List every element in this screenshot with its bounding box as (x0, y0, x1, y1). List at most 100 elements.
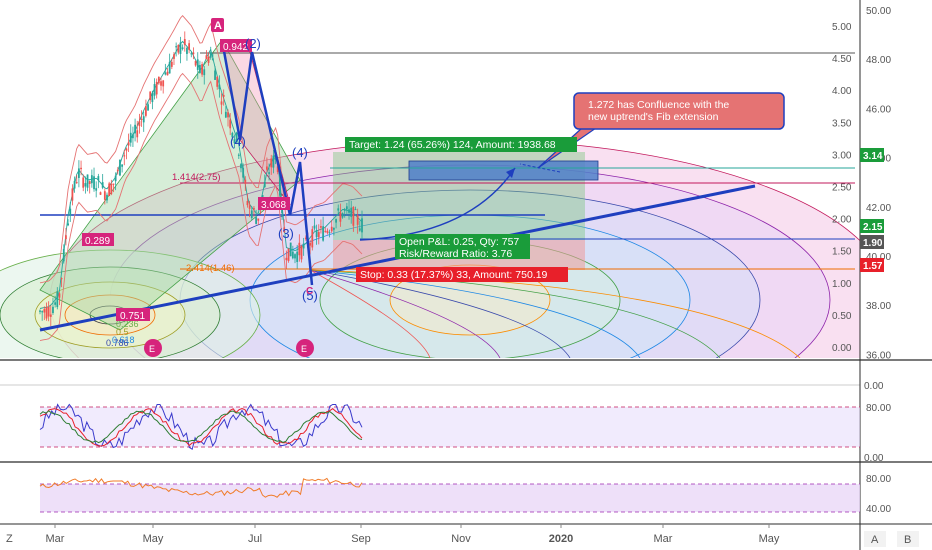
candle-body (356, 215, 359, 225)
stoch-axis-80: 80.00 (866, 403, 891, 414)
candle-body (41, 311, 44, 313)
candle-body (106, 194, 108, 201)
value-tag-0289: 0.289 (85, 236, 110, 247)
fib-label-2414: 2.414(1.46) (186, 263, 235, 274)
left-axis-tick: 4.50 (832, 54, 852, 65)
candle-body (246, 201, 249, 206)
wave-label-2: (2) (245, 36, 261, 51)
badge-314-bg (860, 148, 884, 162)
stoch-green-line (39, 410, 363, 444)
time-label: May (759, 533, 780, 545)
value-tag-0289-bg (82, 233, 114, 246)
candle-body (151, 92, 154, 103)
price-pane[interactable]: 1.272 has Confluence with the new uptren… (0, 15, 890, 460)
value-tag-0942-bg (220, 39, 252, 52)
candle-body (147, 104, 149, 111)
stoch-d-line (39, 407, 363, 447)
candle-body (196, 59, 199, 70)
candle-body (207, 56, 210, 63)
value-tag-3068: 3.068 (261, 200, 286, 211)
candle-body (86, 174, 89, 188)
e-marker-2[interactable] (296, 339, 314, 357)
stochastic-pane[interactable] (39, 403, 860, 450)
candle-body (123, 155, 126, 157)
candle-body (257, 218, 260, 221)
candle-body (119, 159, 121, 176)
candle-body (170, 61, 173, 67)
candle-body (77, 168, 80, 178)
wave-label-4: (4) (292, 145, 308, 160)
candle-body (348, 209, 350, 213)
wave-label-4b: (4) (230, 134, 246, 149)
stop-label: Stop: 0.33 (17.37%) 33, Amount: 750.19 (360, 269, 548, 281)
time-label: May (143, 533, 164, 545)
rsi-line (39, 477, 363, 498)
time-label: Mar (654, 533, 673, 545)
rsi-pane[interactable] (39, 477, 860, 513)
candle-body (218, 84, 221, 90)
callout-line-2: new uptrend's Fib extension (588, 111, 719, 123)
stoch-band (40, 407, 860, 447)
candle-body (201, 64, 203, 75)
rsi-band (40, 484, 860, 512)
candle-body (80, 167, 82, 170)
right-axis-tick: 40.00 (866, 252, 891, 263)
fib-label-05: 0.5 (116, 327, 129, 337)
stoch-axis-0-bottom: 0.00 (864, 453, 884, 464)
target-label: Target: 1.24 (65.26%) 124, Amount: 1938.… (349, 139, 556, 151)
candle-body (283, 227, 286, 233)
log-scale-button-bg[interactable] (897, 531, 919, 547)
candle-body (134, 124, 136, 134)
candle-body (39, 310, 41, 312)
pnl-line-2: Risk/Reward Ratio: 3.76 (399, 248, 512, 260)
time-axis[interactable]: Mar May Jul Sep Nov 2020 Mar May (46, 524, 780, 545)
value-tag-0751-bg (116, 308, 150, 321)
candle-body (278, 176, 281, 196)
candle-body (250, 210, 253, 218)
zoom-button[interactable]: Z (6, 533, 13, 545)
candle-body (49, 314, 52, 317)
candle-body (168, 61, 171, 74)
left-axis-tick: 0.50 (832, 311, 852, 322)
candle-body (315, 230, 318, 237)
candle-body (244, 179, 247, 184)
log-scale-button[interactable]: B (904, 534, 911, 546)
candle-body (153, 84, 156, 96)
candle-body (142, 116, 145, 123)
candle-body (56, 291, 59, 308)
band-upper (39, 15, 363, 284)
auto-scale-button[interactable]: A (871, 534, 879, 546)
rsi-axis-40: 40.00 (866, 504, 891, 515)
auto-scale-button-bg[interactable] (864, 531, 886, 547)
badge-157-bg (860, 258, 884, 272)
candle-body (93, 176, 95, 190)
left-axis-tick: 1.50 (832, 247, 852, 258)
candle-body (335, 219, 337, 223)
candle-body (58, 293, 61, 298)
fib-label-0236: 0.236 (116, 319, 139, 329)
candle-body (326, 230, 329, 233)
price-axis-left[interactable]: 5.00 4.50 4.00 3.50 3.00 2.50 2.00 1.50 1.00 0.50… (832, 22, 852, 354)
candle-body (291, 251, 294, 259)
candle-body (289, 242, 292, 257)
candle-body (108, 183, 111, 197)
left-axis-tick: 5.00 (832, 22, 852, 33)
candle-body (358, 228, 361, 231)
candle-body (298, 242, 301, 256)
candle-body (209, 52, 212, 58)
candle-body (317, 232, 320, 238)
candle-body (54, 302, 57, 305)
candle-body (52, 306, 54, 314)
candle-body (188, 43, 191, 51)
candle-body (233, 139, 236, 144)
wave-label-c: C (306, 286, 313, 297)
stop-label-bg (356, 267, 568, 282)
candle-body (296, 251, 299, 262)
candle-body (222, 94, 225, 97)
e-marker-1[interactable] (144, 339, 162, 357)
candle-body (110, 183, 113, 195)
callout[interactable]: 1.272 has Confluence with the new uptren… (537, 92, 785, 169)
left-axis-tick: 3.00 (832, 150, 852, 161)
candle-body (350, 207, 353, 217)
